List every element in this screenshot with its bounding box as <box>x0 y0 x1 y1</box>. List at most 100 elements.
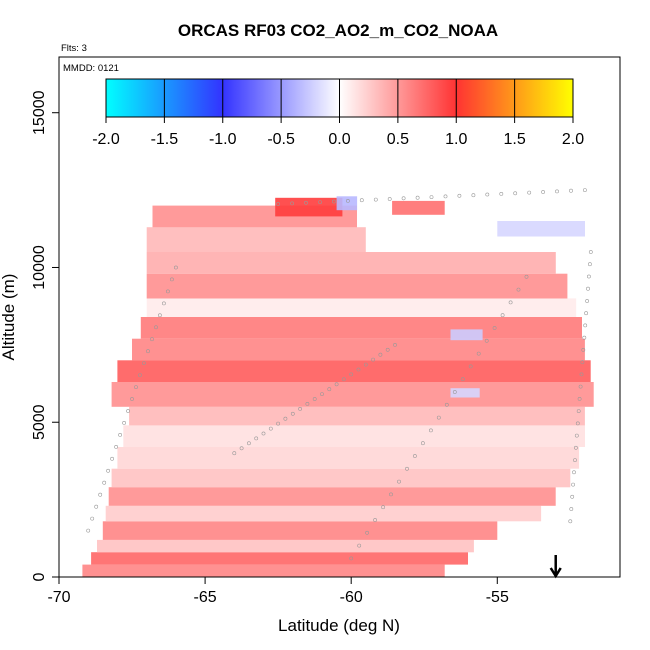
flight-track-point <box>146 349 150 354</box>
flight-track-point <box>254 436 259 441</box>
flight-track-point <box>570 494 575 499</box>
heatmap-band <box>97 539 474 553</box>
colorbar-tick-label: 1.5 <box>504 131 526 148</box>
colorbar-tick-label: -2.0 <box>92 131 120 148</box>
flight-track-point <box>385 347 390 352</box>
flight-track-point <box>373 518 378 522</box>
flight-track-point <box>283 416 288 421</box>
flight-track-point <box>365 530 370 535</box>
y-tick-label: 5000 <box>31 404 48 440</box>
flight-track-point <box>327 387 332 392</box>
flight-track-point <box>138 373 142 378</box>
flight-track-point <box>405 466 409 471</box>
flight-track-point <box>397 479 401 484</box>
heatmap-band <box>275 197 343 217</box>
flight-track-point <box>393 342 397 347</box>
flight-track-point <box>476 351 481 356</box>
flight-track-point <box>290 201 295 206</box>
date-annotation: MMDD: 0121 <box>63 63 119 74</box>
plot-frame <box>58 56 621 578</box>
heatmap-band <box>146 298 577 317</box>
flight-track-point <box>232 451 237 456</box>
flight-track-point <box>341 377 346 382</box>
flight-track-point <box>571 482 576 487</box>
heatmap-band <box>102 521 498 540</box>
heatmap-band <box>108 487 556 506</box>
heatmap-band <box>82 564 445 577</box>
flight-track-point <box>276 202 281 206</box>
flight-track-point <box>389 492 393 497</box>
colorbar-tick-label: -0.5 <box>267 131 295 148</box>
heatmap-band <box>392 200 445 215</box>
y-tick-label: 15000 <box>31 90 48 135</box>
flight-track-point <box>373 197 378 202</box>
flight-track-point <box>304 200 308 205</box>
flight-track-point <box>555 189 559 194</box>
heatmap-band <box>497 221 585 237</box>
heatmap-band <box>450 388 480 398</box>
flight-track-point <box>173 265 178 270</box>
flight-track-point <box>331 199 336 204</box>
flight-track-point <box>378 352 383 357</box>
flight-track-point <box>94 504 99 509</box>
flight-track-point <box>126 409 131 413</box>
flight-track-point <box>239 446 244 451</box>
flight-track-point <box>98 492 103 497</box>
flight-track-point <box>318 200 322 205</box>
flight-track-point <box>150 337 154 342</box>
flight-track-point <box>387 197 392 201</box>
flights-annotation: Flts: 3 <box>61 43 87 54</box>
flight-track-point <box>106 468 111 473</box>
flight-track-point <box>576 409 581 414</box>
heatmap-band <box>146 252 556 274</box>
flight-track-point <box>527 190 532 195</box>
flight-track-point <box>415 195 420 200</box>
flight-track-point <box>349 556 354 561</box>
flight-track-point <box>572 470 576 475</box>
flight-track-point <box>484 338 489 343</box>
flight-track-point <box>457 193 462 198</box>
flight-track-point <box>429 195 434 200</box>
flight-track-point <box>298 406 303 411</box>
flight-track-point <box>436 415 441 420</box>
heatmap-band <box>91 552 468 565</box>
flight-track-point <box>357 543 362 548</box>
flight-track-point <box>363 362 368 367</box>
heatmap-band <box>140 317 583 339</box>
flight-track-point <box>578 384 583 389</box>
flight-track-point <box>122 420 127 425</box>
down-arrow-icon <box>549 555 562 579</box>
flight-track-point <box>290 411 295 416</box>
flight-track-point <box>485 192 490 197</box>
colorbar-tick-label: -1.5 <box>151 131 179 148</box>
flight-track-point <box>276 421 281 426</box>
flight-track-point <box>401 196 406 201</box>
flight-track-point <box>468 364 473 369</box>
flight-track-point <box>581 347 586 352</box>
heatmap-band <box>146 227 366 252</box>
flight-track-point <box>586 286 590 291</box>
flight-track-point <box>583 188 587 193</box>
x-axis-label: Latitude (deg N) <box>278 616 400 635</box>
flight-track-point <box>345 198 350 203</box>
y-tick-label: 10000 <box>31 245 48 290</box>
flight-track-point <box>588 262 592 267</box>
flight-track-point <box>541 190 546 194</box>
flight-track-point <box>577 396 582 401</box>
flight-track-point <box>246 441 251 446</box>
flight-track-point <box>134 385 138 390</box>
colorbar-tick-label: 2.0 <box>562 131 584 148</box>
colorbar-tick-label: -1.0 <box>209 131 237 148</box>
flight-track-layer <box>86 188 593 561</box>
heatmap-band <box>123 425 586 447</box>
flight-track-point <box>86 528 91 533</box>
heatmap-band <box>129 406 585 426</box>
flight-track-point <box>305 401 310 406</box>
flight-track-point <box>359 198 364 203</box>
flight-track-point <box>261 431 266 436</box>
flight-track-point <box>118 432 123 437</box>
flight-track-point <box>428 428 433 433</box>
heatmap-band <box>336 196 358 211</box>
flight-track-point <box>312 397 317 401</box>
